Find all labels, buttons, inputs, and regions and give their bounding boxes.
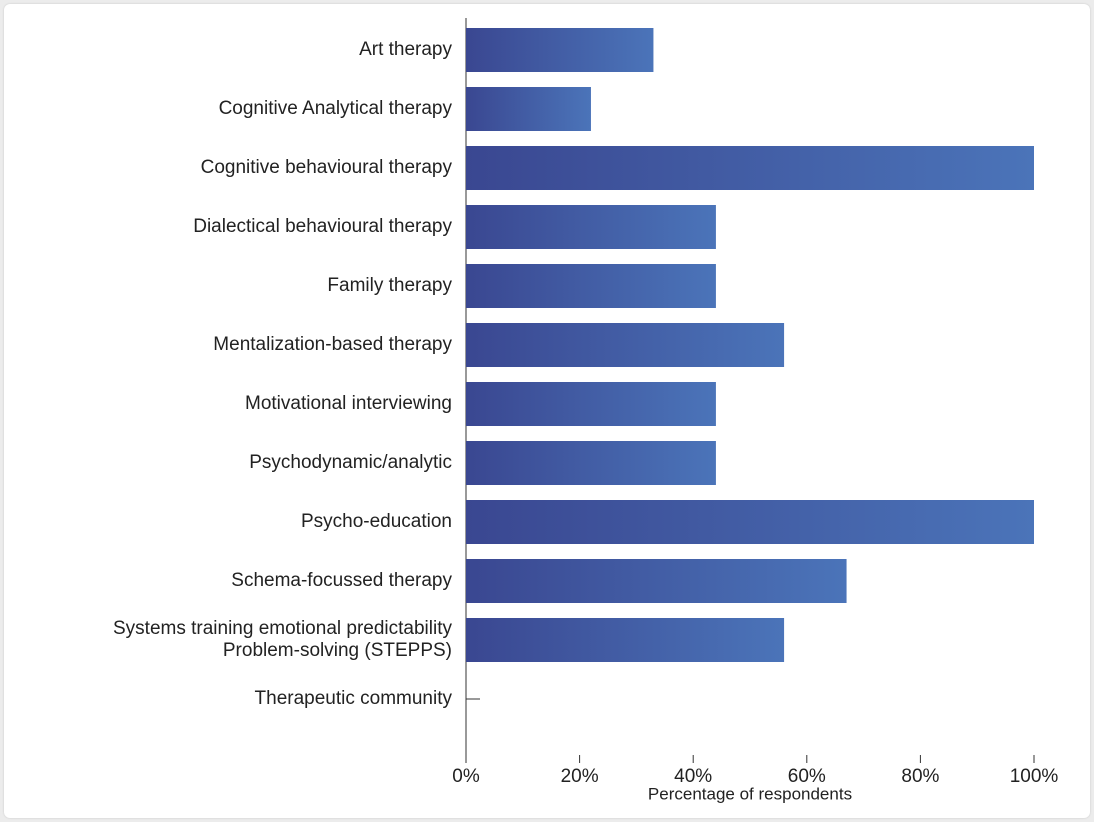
bar [466, 618, 785, 662]
bar [466, 87, 591, 131]
y-tick-label: Motivational interviewing [245, 393, 452, 414]
y-tick-label: Psycho-education [301, 511, 452, 532]
bar [466, 28, 654, 72]
x-tick-label: 40% [674, 766, 712, 787]
bar [466, 559, 847, 603]
y-tick-label: Dialectical behavioural therapy [193, 216, 452, 237]
bar [466, 264, 716, 308]
y-tick-label: Mentalization-based therapy [213, 334, 452, 355]
x-tick-label: 60% [788, 766, 826, 787]
y-tick-label: Systems training emotional predictabilit… [113, 618, 452, 661]
bar [466, 205, 716, 249]
x-tick-label: 80% [901, 766, 939, 787]
bar [466, 323, 785, 367]
bar [466, 146, 1034, 190]
y-tick-label: Therapeutic community [255, 688, 453, 709]
y-tick-label: Schema-focussed therapy [231, 570, 452, 591]
x-tick-label: 100% [1010, 766, 1059, 787]
y-tick-label: Family therapy [327, 275, 452, 296]
y-tick-label: Cognitive Analytical therapy [219, 98, 453, 119]
x-tick-label: 20% [561, 766, 599, 787]
y-tick-label: Art therapy [359, 39, 452, 60]
bar [466, 441, 716, 485]
y-tick-label: Psychodynamic/analytic [249, 452, 452, 473]
x-tick-label: 0% [452, 766, 480, 787]
bar [466, 382, 716, 426]
y-tick-label: Cognitive behavioural therapy [201, 157, 453, 178]
x-axis-label: Percentage of respondents [648, 784, 852, 803]
bar [466, 500, 1034, 544]
